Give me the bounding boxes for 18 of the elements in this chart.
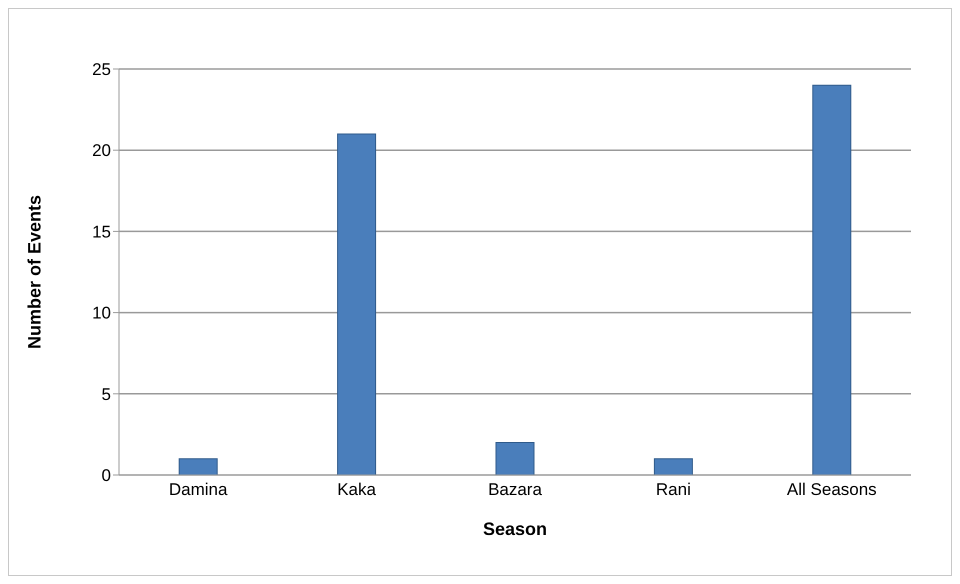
bar [654, 458, 693, 475]
x-axis-title: Season [482, 519, 548, 539]
bar [337, 133, 376, 475]
y-tick-label: 10 [92, 304, 111, 323]
y-tick-label: 0 [102, 466, 111, 486]
bar [495, 442, 534, 475]
x-tick-label: Kaka [337, 480, 377, 500]
x-tick-label: All Seasons [786, 480, 877, 500]
bar [812, 84, 852, 475]
y-tick-label: 20 [92, 141, 111, 160]
x-tick-label: Damina [168, 480, 228, 500]
y-axis-title: Number of Events [24, 194, 44, 350]
y-tick-label: 5 [102, 384, 111, 404]
bar [178, 458, 218, 475]
x-tick-label: Rani [656, 480, 691, 500]
x-tick-label: Bazara [488, 480, 542, 500]
y-tick-label: 25 [92, 60, 111, 80]
y-tick-label: 15 [92, 222, 111, 242]
